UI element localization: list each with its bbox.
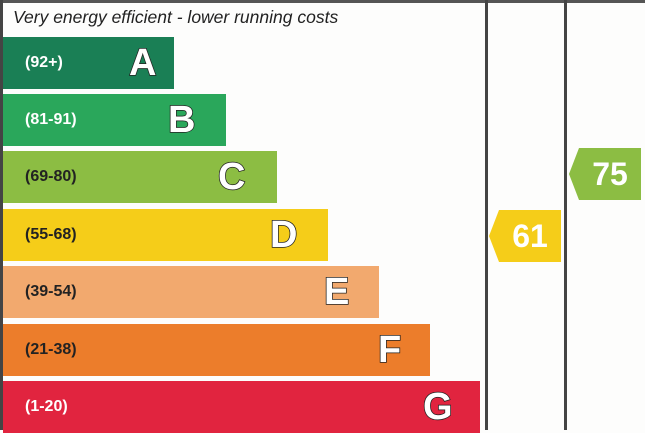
band-letter: E	[323, 270, 350, 314]
band-letter: F	[377, 328, 402, 372]
current-rating-value: 61	[512, 218, 548, 254]
band-letter: C	[217, 155, 246, 199]
potential-column-divider	[564, 0, 567, 430]
band-range: (81-91)	[25, 111, 77, 128]
band-g: (1-20) G	[3, 381, 480, 433]
arrow-shape-icon	[489, 210, 561, 262]
band-c: (69-80) C	[3, 151, 277, 203]
band-range: (21-38)	[25, 341, 77, 358]
top-border	[0, 0, 645, 3]
band-letter: D	[269, 213, 298, 257]
band-f: (21-38) F	[3, 324, 430, 376]
left-border	[0, 0, 3, 430]
potential-rating-value: 75	[592, 156, 628, 192]
band-letter: A	[128, 41, 157, 85]
band-range: (69-80)	[25, 168, 77, 185]
band-range: (92+)	[25, 54, 63, 71]
band-range: (1-20)	[25, 398, 68, 415]
band-e: (39-54) E	[3, 266, 379, 318]
current-rating-arrow: 61	[489, 210, 561, 262]
band-b: (81-91) B	[3, 94, 226, 146]
band-range: (55-68)	[25, 226, 77, 243]
band-range: (39-54)	[25, 283, 77, 300]
band-a: (92+) A	[3, 37, 174, 89]
band-letter: G	[422, 385, 453, 429]
arrow-shape-icon	[569, 148, 641, 200]
current-column-divider	[485, 0, 488, 430]
potential-rating-arrow: 75	[569, 148, 641, 200]
band-letter: B	[167, 98, 196, 142]
efficient-label: Very energy efficient - lower running co…	[13, 7, 339, 27]
band-d: (55-68) D	[3, 209, 328, 261]
